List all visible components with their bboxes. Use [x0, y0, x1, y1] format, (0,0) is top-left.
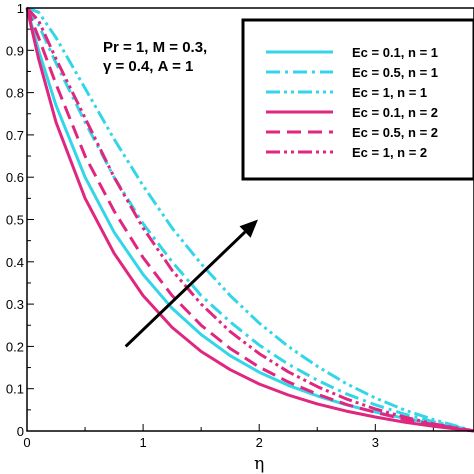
legend: Ec = 0.1, n = 1 Ec = 0.5, n = 1 Ec = 1, n …: [241, 18, 474, 181]
legend-label: Ec = 0.5, n = 1: [352, 65, 438, 80]
trend-arrow: [124, 219, 258, 348]
series-line: [25, 7, 474, 433]
y-tick-label: 0.6: [6, 170, 24, 185]
legend-label: Ec = 1, n = 2: [352, 145, 427, 160]
series-line: [25, 7, 474, 433]
x-tick-label: 2: [256, 435, 263, 450]
legend-box: [241, 18, 474, 181]
y-tick-label: 0.2: [6, 339, 24, 354]
series-line: [25, 6, 474, 433]
y-tick-label: 0.4: [6, 255, 24, 270]
parameter-annotation: Pr = 1, M = 0.3, γ = 0.4, A = 1: [103, 39, 207, 75]
series-lines: [25, 6, 474, 433]
y-tick-label: 0.5: [6, 213, 24, 228]
annotation-line: γ = 0.4, A = 1: [103, 58, 193, 75]
y-tick-label: 0.3: [6, 297, 24, 312]
y-tick-label: 0.8: [6, 86, 24, 101]
y-tick-label: 0.9: [6, 43, 24, 58]
series-line: [26, 6, 474, 433]
tick-labels: 0 0.1 0.2 0.3 0.4 0.5 0.6 0.7 0.8 0.9 1 0 1 2 3: [6, 1, 379, 450]
y-tick-label: 0: [17, 424, 24, 439]
legend-label: Ec = 0.5, n = 2: [352, 125, 438, 140]
y-tick-label: 0.7: [6, 128, 24, 143]
legend-label: Ec = 0.1, n = 2: [352, 105, 438, 120]
arrow-shaft: [124, 230, 247, 348]
x-tick-label: 0: [23, 435, 30, 450]
x-tick-label: 3: [372, 435, 379, 450]
x-tick-label: 1: [139, 435, 146, 450]
y-tick-label: 1: [17, 1, 24, 16]
y-tick-label: 0.1: [6, 382, 24, 397]
x-axis-title: η: [254, 454, 264, 474]
plot-frame: [26, 7, 474, 432]
arrow-head: [239, 219, 258, 238]
legend-label: Ec = 1, n = 1: [352, 85, 427, 100]
annotation-line: Pr = 1, M = 0.3,: [103, 39, 207, 56]
legend-label: Ec = 0.1, n = 1: [352, 45, 438, 60]
